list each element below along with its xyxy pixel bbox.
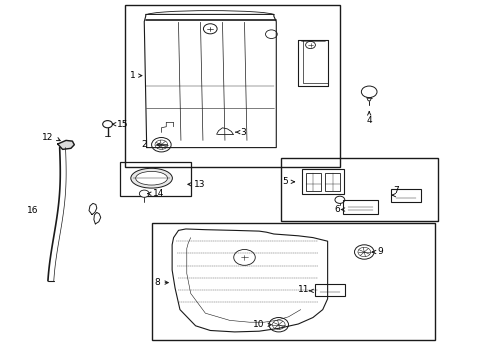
Bar (281, 158, 437, 221)
Polygon shape (58, 140, 74, 149)
Bar (315, 284, 344, 296)
Text: 7: 7 (393, 186, 399, 195)
Text: 5: 5 (282, 177, 288, 186)
Circle shape (139, 190, 149, 197)
Ellipse shape (130, 168, 172, 188)
Bar (124, 5, 339, 167)
Circle shape (265, 30, 277, 39)
Circle shape (272, 320, 285, 329)
Text: 10: 10 (252, 320, 264, 329)
Circle shape (361, 86, 376, 98)
Bar (390, 189, 420, 202)
Text: 13: 13 (193, 180, 205, 189)
Bar (151, 223, 434, 340)
Circle shape (354, 245, 373, 259)
Text: 15: 15 (117, 120, 129, 129)
Text: 14: 14 (153, 189, 164, 198)
Text: 3: 3 (240, 128, 246, 137)
Text: 9: 9 (377, 248, 383, 256)
Bar (302, 169, 343, 194)
Bar (343, 200, 377, 214)
Text: 2: 2 (141, 140, 146, 149)
Circle shape (203, 24, 217, 34)
Text: 6: 6 (333, 205, 339, 214)
Circle shape (233, 249, 255, 265)
Text: 1: 1 (130, 71, 136, 80)
Circle shape (305, 41, 315, 49)
Circle shape (155, 140, 167, 149)
Ellipse shape (136, 171, 167, 185)
Bar (120, 162, 190, 196)
Circle shape (357, 247, 370, 257)
Bar (325, 173, 339, 191)
Circle shape (151, 138, 171, 152)
Circle shape (102, 121, 112, 128)
Circle shape (334, 196, 344, 203)
Circle shape (268, 318, 288, 332)
Text: 16: 16 (26, 206, 38, 215)
Text: 12: 12 (42, 133, 54, 142)
Text: 4: 4 (366, 116, 371, 125)
Text: 8: 8 (154, 278, 160, 287)
Text: 11: 11 (297, 285, 308, 294)
Bar (305, 173, 320, 191)
